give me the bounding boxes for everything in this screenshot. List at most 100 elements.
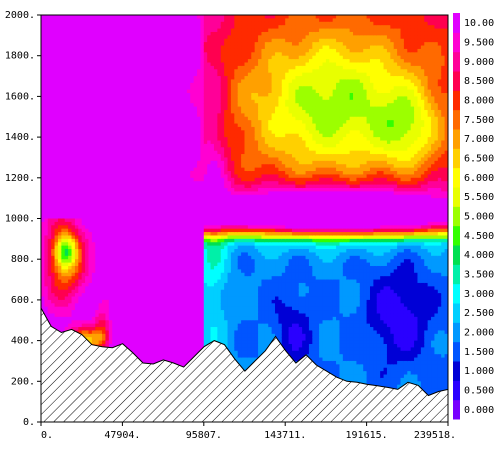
contour-cell bbox=[68, 31, 73, 36]
contour-cell bbox=[68, 232, 73, 237]
contour-cell bbox=[122, 296, 127, 301]
contour-cell bbox=[108, 282, 113, 287]
contour-cell bbox=[88, 201, 93, 206]
contour-cell bbox=[61, 86, 66, 91]
contour-cell bbox=[115, 327, 120, 332]
contour-cell bbox=[91, 133, 96, 138]
contour-cell bbox=[47, 201, 52, 206]
contour-cell bbox=[85, 249, 90, 254]
contour-cell bbox=[95, 89, 100, 94]
contour-cell bbox=[54, 89, 59, 94]
contour-cell bbox=[98, 89, 103, 94]
contour-cell bbox=[108, 265, 113, 270]
contour-cell bbox=[78, 55, 83, 60]
contour-cell bbox=[119, 286, 123, 291]
contour-cell bbox=[78, 15, 83, 19]
contour-cell bbox=[57, 93, 62, 97]
contour-cell bbox=[98, 21, 103, 26]
contour-cell bbox=[41, 171, 45, 176]
contour-cell bbox=[78, 191, 83, 196]
contour-cell bbox=[102, 96, 107, 101]
contour-cell bbox=[81, 225, 86, 230]
contour-cell bbox=[61, 130, 66, 135]
contour-cell bbox=[91, 340, 96, 345]
contour-cell bbox=[61, 265, 66, 270]
contour-cell bbox=[125, 167, 130, 172]
contour-cell bbox=[119, 45, 123, 50]
contour-cell bbox=[108, 187, 113, 192]
contour-cell bbox=[61, 208, 66, 213]
contour-cell bbox=[81, 187, 86, 192]
contour-cell bbox=[88, 82, 93, 87]
contour-cell bbox=[41, 279, 45, 284]
contour-cell bbox=[71, 28, 76, 33]
contour-cell bbox=[71, 252, 76, 257]
contour-cell bbox=[44, 289, 49, 294]
contour-cell bbox=[61, 184, 66, 189]
contour-cell bbox=[47, 28, 52, 33]
contour-cell bbox=[68, 259, 73, 264]
contour-cell bbox=[44, 242, 49, 247]
contour-cell bbox=[105, 167, 110, 172]
contour-cell bbox=[54, 93, 59, 97]
contour-cell bbox=[68, 242, 73, 247]
contour-cell bbox=[102, 279, 107, 284]
contour-cell bbox=[61, 133, 66, 138]
contour-cell bbox=[64, 276, 69, 281]
contour-cell bbox=[125, 21, 130, 26]
contour-cell bbox=[112, 343, 117, 348]
contour-cell bbox=[122, 245, 127, 250]
contour-cell bbox=[71, 316, 76, 321]
contour-cell bbox=[47, 272, 52, 277]
contour-cell bbox=[81, 215, 86, 220]
contour-cell bbox=[71, 93, 76, 97]
contour-cell bbox=[81, 147, 86, 152]
contour-cell bbox=[47, 235, 52, 240]
contour-cell bbox=[74, 79, 79, 84]
contour-cell bbox=[88, 299, 93, 304]
contour-cell bbox=[85, 276, 90, 281]
contour-cell bbox=[122, 313, 127, 318]
contour-cell bbox=[74, 299, 79, 304]
contour-cell bbox=[98, 208, 103, 213]
contour-cell bbox=[61, 89, 66, 94]
contour-cell bbox=[41, 289, 45, 294]
contour-cell bbox=[85, 82, 90, 87]
contour-cell bbox=[91, 177, 96, 182]
contour-cell bbox=[78, 238, 83, 243]
contour-cell bbox=[41, 245, 45, 250]
contour-cell bbox=[74, 143, 79, 148]
contour-cell bbox=[68, 299, 73, 304]
contour-cell bbox=[81, 208, 86, 213]
contour-cell bbox=[44, 106, 49, 111]
contour-cell bbox=[71, 320, 76, 325]
contour-cell bbox=[68, 15, 73, 19]
contour-cell bbox=[81, 113, 86, 118]
contour-cell bbox=[105, 120, 110, 125]
contour-cell bbox=[81, 289, 86, 294]
contour-cell bbox=[44, 293, 49, 298]
contour-cell bbox=[85, 31, 90, 36]
contour-cell bbox=[125, 306, 130, 311]
contour-cell bbox=[54, 109, 59, 114]
contour-cell bbox=[85, 177, 90, 182]
contour-cell bbox=[85, 269, 90, 274]
contour-cell bbox=[51, 31, 56, 36]
contour-cell bbox=[112, 38, 117, 43]
contour-cell bbox=[68, 160, 73, 165]
contour-cell bbox=[105, 218, 110, 223]
contour-cell bbox=[102, 103, 107, 108]
contour-cell bbox=[105, 89, 110, 94]
contour-cell bbox=[95, 221, 100, 226]
contour-cell bbox=[122, 31, 127, 36]
contour-cell bbox=[68, 265, 73, 270]
contour-cell bbox=[64, 316, 69, 321]
contour-cell bbox=[41, 45, 45, 50]
contour-cell bbox=[64, 221, 69, 226]
contour-cell bbox=[95, 174, 100, 179]
contour-cell bbox=[98, 65, 103, 70]
contour-cell bbox=[108, 333, 113, 338]
contour-cell bbox=[81, 327, 86, 332]
contour-cell bbox=[64, 140, 69, 145]
